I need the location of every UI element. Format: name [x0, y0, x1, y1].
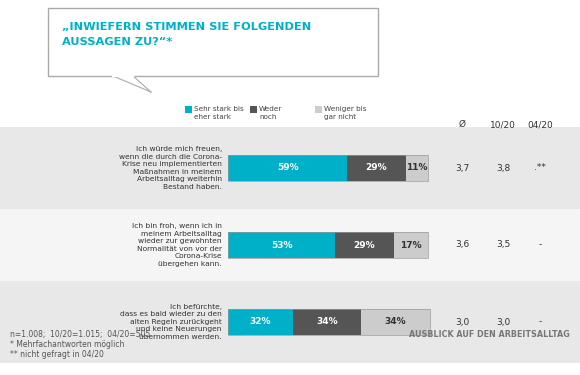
Bar — [250, 106, 257, 113]
Bar — [315, 106, 322, 113]
Bar — [228, 309, 293, 335]
Text: Ø: Ø — [459, 120, 466, 129]
Text: 3,0: 3,0 — [455, 318, 469, 327]
Bar — [0, 209, 580, 281]
Text: Ich würde mich freuen,
wenn die durch die Corona-
Krise neu implementierten
Maßn: Ich würde mich freuen, wenn die durch di… — [119, 146, 222, 190]
Text: AUSBLICK AUF DEN ARBEITSALLTAG: AUSBLICK AUF DEN ARBEITSALLTAG — [409, 330, 570, 339]
Bar — [0, 127, 580, 209]
Bar — [185, 106, 192, 113]
Text: eher stark: eher stark — [194, 114, 231, 120]
Text: 29%: 29% — [365, 164, 387, 172]
Text: Sehr stark bis: Sehr stark bis — [194, 106, 244, 112]
Bar — [347, 155, 406, 181]
Bar — [0, 281, 580, 363]
Text: Weniger bis: Weniger bis — [324, 106, 367, 112]
Text: Ich bin froh, wenn ich in
meinem Arbeitsalltag
wieder zur gewohnten
Normalität v: Ich bin froh, wenn ich in meinem Arbeits… — [132, 223, 222, 267]
Polygon shape — [113, 76, 151, 92]
Text: 3,7: 3,7 — [455, 164, 469, 172]
Text: 3,5: 3,5 — [496, 240, 510, 249]
Bar — [394, 232, 428, 258]
Bar — [406, 155, 428, 181]
Text: ** nicht gefragt in 04/20: ** nicht gefragt in 04/20 — [10, 350, 104, 359]
Text: * Mehrfachantworten möglich: * Mehrfachantworten möglich — [10, 340, 124, 349]
Text: 04/20: 04/20 — [527, 120, 553, 129]
Bar — [228, 309, 430, 335]
Bar — [228, 155, 428, 181]
Text: 53%: 53% — [271, 240, 292, 249]
Text: n=1.008;  10/20=1.015;  04/20=505: n=1.008; 10/20=1.015; 04/20=505 — [10, 330, 150, 339]
Bar — [361, 309, 430, 335]
Text: 32%: 32% — [249, 318, 271, 327]
Text: AUSSAGEN ZU?“*: AUSSAGEN ZU?“* — [62, 37, 172, 47]
Text: 10/20: 10/20 — [490, 120, 516, 129]
Bar — [293, 309, 361, 335]
Text: noch: noch — [259, 114, 277, 120]
Text: 34%: 34% — [316, 318, 338, 327]
Text: 29%: 29% — [354, 240, 375, 249]
Text: „INWIEFERN STIMMEN SIE FOLGENDEN: „INWIEFERN STIMMEN SIE FOLGENDEN — [62, 22, 311, 32]
Text: 17%: 17% — [400, 240, 422, 249]
Text: 11%: 11% — [406, 164, 427, 172]
Bar — [335, 232, 394, 258]
Bar — [228, 232, 335, 258]
Text: -: - — [538, 318, 542, 327]
Text: Weder: Weder — [259, 106, 282, 112]
FancyBboxPatch shape — [48, 8, 378, 76]
Text: 3,8: 3,8 — [496, 164, 510, 172]
Text: gar nicht: gar nicht — [324, 114, 356, 120]
Text: 59%: 59% — [277, 164, 298, 172]
Text: -: - — [538, 240, 542, 249]
Text: 3,0: 3,0 — [496, 318, 510, 327]
Bar — [228, 232, 428, 258]
Bar — [228, 155, 347, 181]
Text: 3,6: 3,6 — [455, 240, 469, 249]
Text: 34%: 34% — [385, 318, 407, 327]
Text: .**: .** — [534, 164, 546, 172]
Text: Ich befürchte,
dass es bald wieder zu den
alten Regeln zurückgeht
und keine Neue: Ich befürchte, dass es bald wieder zu de… — [120, 304, 222, 340]
